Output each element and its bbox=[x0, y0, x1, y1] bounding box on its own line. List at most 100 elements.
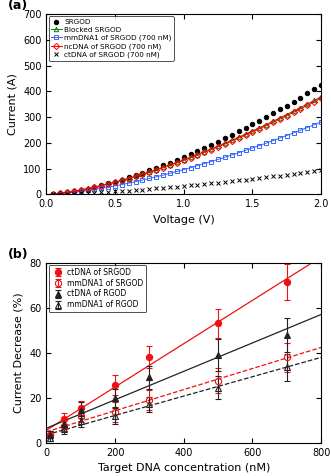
mmDNA1 of SRGOD (700 nM) bbox=[278, 135, 282, 141]
SRGOD bbox=[79, 187, 83, 193]
mmDNA1 of SRGOD (700 nM) bbox=[195, 163, 199, 169]
Blocked SRGOD bbox=[120, 178, 124, 183]
SRGOD bbox=[134, 172, 138, 178]
ctDNA of SRGOD (700 nM) bbox=[237, 178, 241, 183]
Blocked SRGOD bbox=[147, 169, 151, 175]
ncDNA of SRGOD (700 nM) bbox=[312, 99, 316, 105]
mmDNA1 of SRGOD (700 nM) bbox=[85, 188, 89, 193]
Legend: ctDNA of SRGOD, mmDNA1 of SRGOD, ctDNA of RGOD, mmDNA1 of RGOD: ctDNA of SRGOD, mmDNA1 of SRGOD, ctDNA o… bbox=[49, 265, 146, 312]
SRGOD bbox=[182, 154, 186, 160]
ctDNA of SRGOD (700 nM) bbox=[147, 186, 151, 192]
SRGOD bbox=[72, 188, 76, 194]
Blocked SRGOD bbox=[244, 131, 248, 137]
Blocked SRGOD bbox=[216, 143, 220, 149]
Blocked SRGOD bbox=[223, 140, 227, 146]
mmDNA1 of SRGOD (700 nM) bbox=[271, 138, 275, 143]
Blocked SRGOD bbox=[202, 149, 206, 155]
mmDNA1 of SRGOD (700 nM) bbox=[106, 184, 110, 190]
mmDNA1 of SRGOD (700 nM) bbox=[202, 161, 206, 167]
SRGOD bbox=[99, 182, 103, 188]
SRGOD bbox=[264, 114, 268, 120]
ncDNA of SRGOD (700 nM) bbox=[251, 129, 255, 135]
mmDNA1 of SRGOD (700 nM) bbox=[120, 182, 124, 188]
mmDNA1 of SRGOD (700 nM) bbox=[147, 176, 151, 181]
SRGOD bbox=[106, 180, 110, 186]
ctDNA of SRGOD (700 nM) bbox=[257, 175, 261, 181]
Blocked SRGOD bbox=[106, 181, 110, 187]
Blocked SRGOD bbox=[175, 159, 179, 165]
ctDNA of SRGOD (700 nM) bbox=[65, 191, 69, 197]
ctDNA of SRGOD (700 nM) bbox=[251, 176, 255, 182]
ncDNA of SRGOD (700 nM) bbox=[216, 144, 220, 149]
ncDNA of SRGOD (700 nM) bbox=[271, 119, 275, 125]
Blocked SRGOD bbox=[195, 152, 199, 158]
Blocked SRGOD bbox=[189, 154, 193, 160]
ncDNA of SRGOD (700 nM) bbox=[305, 102, 309, 108]
ctDNA of SRGOD (700 nM) bbox=[168, 184, 172, 190]
ctDNA of SRGOD (700 nM) bbox=[292, 171, 296, 177]
Line: Blocked SRGOD: Blocked SRGOD bbox=[51, 95, 323, 196]
ncDNA of SRGOD (700 nM) bbox=[127, 176, 131, 181]
ncDNA of SRGOD (700 nM) bbox=[140, 171, 144, 177]
mmDNA1 of SRGOD (700 nM) bbox=[189, 165, 193, 170]
mmDNA1 of SRGOD (700 nM) bbox=[113, 183, 117, 188]
mmDNA1 of SRGOD (700 nM) bbox=[161, 172, 165, 178]
ncDNA of SRGOD (700 nM) bbox=[182, 158, 186, 163]
mmDNA1 of SRGOD (700 nM) bbox=[168, 170, 172, 176]
SRGOD bbox=[278, 107, 282, 112]
ctDNA of SRGOD (700 nM) bbox=[195, 182, 199, 188]
mmDNA1 of SRGOD (700 nM) bbox=[92, 187, 96, 192]
Blocked SRGOD bbox=[299, 105, 303, 110]
X-axis label: Voltage (V): Voltage (V) bbox=[153, 215, 214, 225]
Blocked SRGOD bbox=[230, 138, 234, 143]
ctDNA of SRGOD (700 nM) bbox=[285, 172, 289, 178]
ncDNA of SRGOD (700 nM) bbox=[72, 188, 76, 194]
ncDNA of SRGOD (700 nM) bbox=[58, 190, 62, 196]
ncDNA of SRGOD (700 nM) bbox=[79, 187, 83, 193]
ctDNA of SRGOD (700 nM) bbox=[72, 191, 76, 197]
Line: SRGOD: SRGOD bbox=[51, 83, 323, 196]
ctDNA of SRGOD (700 nM) bbox=[230, 178, 234, 184]
ncDNA of SRGOD (700 nM) bbox=[99, 183, 103, 188]
mmDNA1 of SRGOD (700 nM) bbox=[65, 190, 69, 196]
mmDNA1 of SRGOD (700 nM) bbox=[285, 133, 289, 139]
ncDNA of SRGOD (700 nM) bbox=[106, 181, 110, 187]
mmDNA1 of SRGOD (700 nM) bbox=[223, 154, 227, 160]
ctDNA of SRGOD (700 nM) bbox=[120, 188, 124, 194]
mmDNA1 of SRGOD (700 nM) bbox=[127, 180, 131, 186]
ncDNA of SRGOD (700 nM) bbox=[195, 152, 199, 158]
ncDNA of SRGOD (700 nM) bbox=[319, 95, 323, 101]
ctDNA of SRGOD (700 nM) bbox=[209, 180, 213, 186]
Blocked SRGOD bbox=[285, 112, 289, 118]
SRGOD bbox=[51, 191, 55, 197]
ctDNA of SRGOD (700 nM) bbox=[182, 183, 186, 189]
SRGOD bbox=[230, 132, 234, 138]
SRGOD bbox=[305, 90, 309, 96]
Blocked SRGOD bbox=[319, 94, 323, 99]
Blocked SRGOD bbox=[209, 146, 213, 152]
ctDNA of SRGOD (700 nM) bbox=[113, 188, 117, 194]
ncDNA of SRGOD (700 nM) bbox=[223, 141, 227, 147]
ncDNA of SRGOD (700 nM) bbox=[292, 109, 296, 115]
SRGOD bbox=[65, 189, 69, 195]
SRGOD bbox=[223, 136, 227, 141]
Y-axis label: Current Decrease (%): Current Decrease (%) bbox=[14, 292, 24, 413]
SRGOD bbox=[120, 177, 124, 182]
mmDNA1 of SRGOD (700 nM) bbox=[58, 191, 62, 197]
mmDNA1 of SRGOD (700 nM) bbox=[99, 186, 103, 191]
ncDNA of SRGOD (700 nM) bbox=[257, 126, 261, 132]
ncDNA of SRGOD (700 nM) bbox=[189, 155, 193, 160]
SRGOD bbox=[312, 87, 316, 92]
Blocked SRGOD bbox=[182, 157, 186, 163]
mmDNA1 of SRGOD (700 nM) bbox=[79, 188, 83, 194]
ctDNA of SRGOD (700 nM) bbox=[79, 190, 83, 196]
SRGOD bbox=[319, 82, 323, 88]
SRGOD bbox=[58, 190, 62, 196]
Blocked SRGOD bbox=[79, 187, 83, 193]
ctDNA of SRGOD (700 nM) bbox=[92, 190, 96, 196]
ctDNA of SRGOD (700 nM) bbox=[216, 180, 220, 186]
SRGOD bbox=[85, 186, 89, 191]
ctDNA of SRGOD (700 nM) bbox=[106, 189, 110, 195]
X-axis label: Target DNA concentration (nM): Target DNA concentration (nM) bbox=[98, 463, 270, 473]
Blocked SRGOD bbox=[237, 134, 241, 140]
